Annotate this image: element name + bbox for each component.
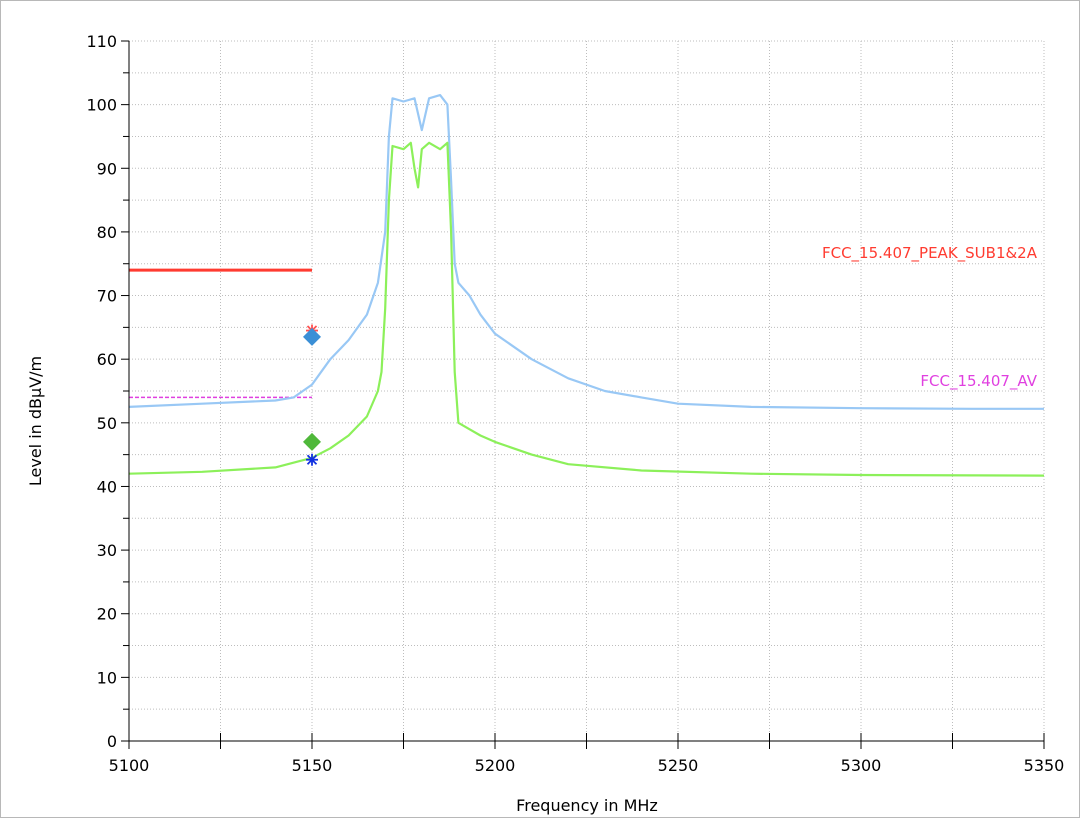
x-tick-label: 5250: [658, 756, 699, 775]
x-axis-title: Frequency in MHz: [516, 796, 658, 815]
y-tick-label: 70: [97, 287, 117, 306]
y-tick-label: 0: [107, 732, 117, 751]
star-stroke: [306, 454, 318, 465]
y-tick-label: 60: [97, 350, 117, 369]
y-tick-label: 80: [97, 223, 117, 242]
axes: 0 10 20 30 40 50 60 70 80 90 100 110 5100 5150 5200 525…: [86, 32, 1064, 775]
y-tick-label: 50: [97, 414, 117, 433]
x-tick-label: 5100: [109, 756, 150, 775]
star-marker: [306, 453, 318, 466]
diamond-marker: [303, 432, 321, 451]
limit-label-peak: FCC_15.407_PEAK_SUB1&2A: [822, 244, 1038, 263]
y-tick-label: 100: [86, 96, 117, 115]
diamond-marker: [303, 327, 321, 346]
y-tick-label: 110: [86, 32, 117, 51]
markers-group: [303, 324, 321, 466]
x-tick-label: 5150: [292, 756, 333, 775]
x-tick-label: 5300: [841, 756, 882, 775]
series-line-1: [128, 93, 1044, 410]
series-line-2: [128, 141, 1045, 477]
y-tick-label: 10: [97, 668, 117, 687]
y-tick-label: 30: [97, 541, 117, 560]
y-tick-label: 40: [97, 477, 117, 496]
limit-label-av: FCC_15.407_AV: [920, 372, 1037, 391]
x-tick-label: 5350: [1024, 756, 1065, 775]
limit-lines: FCC_15.407_PEAK_SUB1&2A FCC_15.407_AV: [129, 244, 1038, 399]
y-tick-label: 90: [97, 159, 117, 178]
y-axis-title: Level in dBµV/m: [26, 356, 45, 486]
grid: [128, 40, 1045, 742]
x-tick-label: 5200: [475, 756, 516, 775]
y-tick-label: 20: [97, 605, 117, 624]
series-group: [128, 93, 1045, 477]
